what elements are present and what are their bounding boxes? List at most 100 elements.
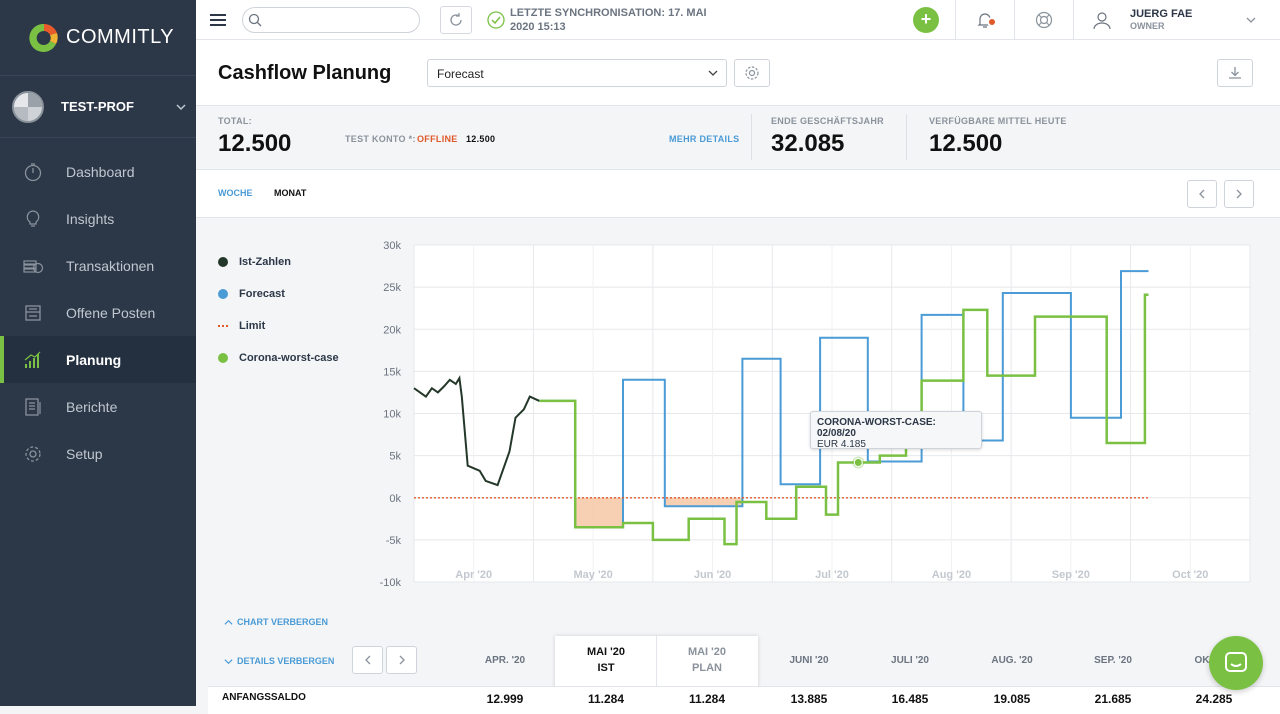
scenario-select[interactable]: Forecast: [427, 59, 727, 87]
x-tick-label: Aug '20: [932, 569, 971, 581]
nav-item-dashboard[interactable]: Dashboard: [0, 148, 196, 195]
available-label: VERFÜGBARE MITTEL HEUTE: [929, 116, 1067, 126]
series-line-ist-zahlen: [413, 375, 540, 487]
next-period-button[interactable]: [1224, 180, 1254, 208]
settings-button[interactable]: [734, 59, 770, 87]
column-header: AUG. '20: [991, 655, 1033, 666]
divider: [751, 114, 752, 160]
check-circle-icon: [487, 10, 505, 29]
table-cell: 11.284: [587, 692, 625, 706]
user-name: JUERG FAE: [1130, 8, 1193, 20]
nav-item-insights[interactable]: Insights: [0, 195, 196, 242]
tab-monat[interactable]: MONAT: [274, 188, 307, 198]
sync-text-line1: LETZTE SYNCHRONISATION: 17. MAI: [510, 6, 707, 19]
help-button[interactable]: [1015, 0, 1073, 40]
search-input[interactable]: [242, 6, 420, 33]
column-header: MAI '20 IST: [586, 646, 626, 674]
chevron-down-icon: [224, 658, 233, 664]
report-icon: [22, 396, 44, 418]
chat-button[interactable]: [1209, 636, 1263, 690]
chevron-down-icon: [708, 70, 718, 76]
app-logo[interactable]: COMMITLY: [0, 0, 196, 76]
gear-icon: [745, 66, 759, 80]
user-role: OWNER: [1130, 21, 1165, 31]
divider: [955, 0, 956, 40]
nav-item-transaktionen[interactable]: Transaktionen: [0, 242, 196, 289]
hide-chart-toggle[interactable]: CHART VERBERGEN: [224, 617, 328, 627]
cashflow-chart[interactable]: 30k 25k 20k 15k 10k 5k 0k -5k -10k Apr '20 May '20…: [196, 218, 1280, 608]
legend-worst-case[interactable]: Corona-worst-case: [218, 352, 339, 364]
legend-dot: [218, 257, 228, 267]
table-cell: 16.485: [891, 692, 929, 706]
x-tick-label: Sep '20: [1052, 569, 1090, 581]
gear-icon: [22, 443, 44, 465]
more-details-link[interactable]: MEHR DETAILS: [669, 134, 740, 144]
x-tick-label: Apr '20: [455, 569, 492, 581]
summary-bar: TOTAL: 12.500 TEST KONTO *: OFFLINE 12.5…: [196, 106, 1280, 170]
legend-dot: [218, 289, 228, 299]
chevron-down-icon: [176, 103, 186, 110]
legend-dot: [218, 353, 228, 363]
chevron-up-icon: [224, 619, 233, 625]
nav-label: Transaktionen: [66, 257, 155, 274]
hide-details-label: DETAILS VERBERGEN: [237, 656, 335, 666]
user-menu[interactable]: JUERG FAE OWNER: [1074, 8, 1274, 31]
negative-area: [575, 497, 623, 528]
chevron-left-icon: [364, 655, 370, 665]
menu-icon[interactable]: [210, 11, 226, 29]
notifications-button[interactable]: [956, 0, 1014, 40]
year-end-value: 32.085: [771, 130, 845, 157]
nav-item-berichte[interactable]: Berichte: [0, 383, 196, 430]
nav-item-offene-posten[interactable]: Offene Posten: [0, 289, 196, 336]
table-cell: 21.685: [1094, 692, 1132, 706]
y-tick-label: -5k: [386, 535, 402, 547]
lifebuoy-icon: [1035, 11, 1053, 28]
legend-actual[interactable]: Ist-Zahlen: [218, 256, 291, 268]
chart-area: Ist-Zahlen Forecast Limit Corona-worst-c…: [196, 218, 1280, 608]
y-tick-label: 10k: [383, 409, 401, 421]
plus-icon: +: [920, 9, 932, 29]
sync-button[interactable]: [440, 5, 472, 34]
nav-item-planung[interactable]: Planung: [0, 336, 196, 383]
table-prev-button[interactable]: [352, 646, 383, 674]
nav-label: Dashboard: [66, 163, 135, 180]
add-button[interactable]: +: [913, 6, 939, 33]
table-cell: 24.285: [1195, 692, 1233, 706]
prev-period-button[interactable]: [1187, 180, 1217, 208]
column-header: SEP. '20: [1094, 655, 1132, 666]
profile-name: TEST-PROF: [61, 99, 134, 114]
legend-label: Corona-worst-case: [239, 352, 339, 364]
legend-forecast[interactable]: Forecast: [218, 288, 285, 300]
y-tick-label: 0k: [389, 493, 401, 505]
nav-item-setup[interactable]: Setup: [0, 430, 196, 477]
lightbulb-icon: [22, 208, 44, 230]
table-next-button[interactable]: [386, 646, 417, 674]
column-header: JUNI '20: [789, 655, 829, 666]
chart-tooltip: CORONA-WORST-CASE: 02/08/20 EUR 4.185: [810, 411, 982, 450]
sidebar: COMMITLY TEST-PROF Dashboard Insights Tr…: [0, 0, 196, 706]
notification-badge: [987, 16, 997, 27]
y-tick-label: 25k: [383, 282, 401, 294]
profile-switcher[interactable]: TEST-PROF: [0, 76, 196, 138]
x-tick-label: Oct '20: [1172, 569, 1208, 581]
x-tick-label: May '20: [573, 569, 612, 581]
details-table: DETAILS VERBERGEN APR. '20 MAI '20 IST MA…: [196, 608, 1280, 714]
tooltip-point: [853, 457, 863, 467]
hide-details-toggle[interactable]: DETAILS VERBERGEN: [224, 656, 334, 666]
legend-limit[interactable]: Limit: [218, 320, 265, 332]
legend-label: Forecast: [239, 288, 285, 300]
inbox-icon: [22, 302, 44, 324]
column-header: APR. '20: [484, 655, 526, 666]
table-cell: 19.085: [993, 692, 1031, 706]
legend-label: Ist-Zahlen: [239, 256, 291, 268]
period-tabs: WOCHE MONAT: [196, 170, 1280, 218]
legend-line: [218, 325, 228, 327]
x-tick-label: Jul '20: [815, 569, 849, 581]
tab-woche[interactable]: WOCHE: [218, 188, 253, 198]
table-cell: 11.284: [688, 692, 726, 706]
user-icon: [1093, 11, 1111, 29]
divider: [1014, 0, 1015, 40]
table-cell: 13.885: [790, 692, 828, 706]
refresh-icon: [450, 12, 462, 26]
download-button[interactable]: [1217, 59, 1253, 87]
